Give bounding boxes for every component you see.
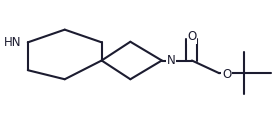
Text: N: N bbox=[167, 54, 175, 67]
Text: O: O bbox=[187, 30, 197, 43]
Text: O: O bbox=[222, 68, 231, 81]
Text: HN: HN bbox=[4, 36, 21, 49]
